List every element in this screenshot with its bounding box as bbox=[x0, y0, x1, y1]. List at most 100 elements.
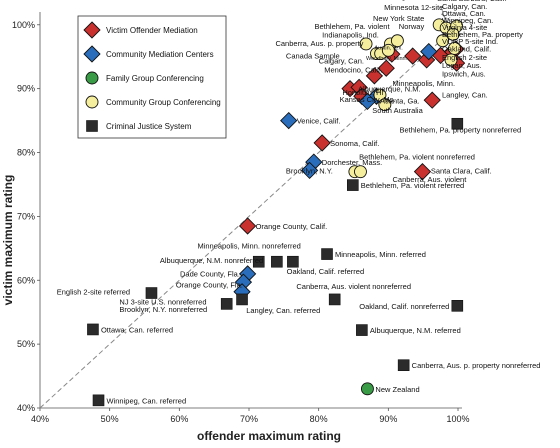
point-label: Canberra, Aus. p. property nonreferred bbox=[412, 361, 541, 370]
legend-family-group-conferencing-label: Family Group Conferencing bbox=[106, 74, 204, 83]
annotation-label: Oakland, Calif. bbox=[442, 45, 491, 54]
criminal-justice-system-point bbox=[87, 323, 99, 336]
legend-criminal-justice-system-label: Criminal Justice System bbox=[106, 122, 192, 131]
annotation-label: Austin, Tex. bbox=[374, 46, 403, 52]
annotation-label: Brooklyn, N.Y. nonreferred bbox=[119, 305, 207, 314]
annotation-label: Ipswich, Aus. bbox=[442, 70, 486, 79]
annotation-label: Norway bbox=[399, 22, 425, 31]
community-group-conferencing-point bbox=[381, 43, 395, 57]
annotation-label: Oakland, Calif. referred bbox=[287, 267, 365, 276]
legend-community-mediation-centers-swatch bbox=[83, 45, 101, 63]
annotation-label: Minneapolis, Minn. nonreferred bbox=[197, 241, 300, 250]
annotation-label: Santa Barbara, Calif. bbox=[437, 0, 507, 3]
point-label: Winnipeg, Can. referred bbox=[107, 396, 187, 405]
y-tick-label: 80% bbox=[17, 148, 35, 158]
annotation-label: English 2-site referred bbox=[57, 287, 130, 296]
y-tick-label: 40% bbox=[17, 403, 35, 413]
criminal-justice-system-point bbox=[271, 255, 283, 268]
annotation-label: South Australia bbox=[372, 106, 423, 115]
y-tick-label: 90% bbox=[17, 84, 35, 94]
leader-line bbox=[440, 6, 448, 29]
criminal-justice-system-point bbox=[92, 394, 105, 407]
point-label: New Zealand bbox=[375, 385, 419, 394]
y-axis-title: victim maximum rating bbox=[1, 175, 15, 306]
annotation-label: Canberra, Aus. violent nonreferred bbox=[296, 282, 411, 291]
legend-community-group-conferencing-label: Community Group Conferencing bbox=[106, 98, 221, 107]
community-group-conferencing-point bbox=[436, 34, 450, 48]
annotation-label: Logan, Aus. bbox=[442, 61, 482, 70]
reference-diagonal bbox=[39, 24, 459, 409]
community-group-conferencing-point bbox=[378, 98, 392, 112]
x-tick-label: 70% bbox=[240, 414, 258, 424]
annotation-label: Honolulu, HI bbox=[342, 88, 383, 97]
annotation-label: New York State bbox=[373, 14, 424, 23]
point-label: Orange County, Calif. bbox=[256, 222, 328, 231]
annotation-label: Orange County, Fla. bbox=[176, 280, 243, 289]
annotation-label: Canberra, Aus. violent bbox=[393, 175, 468, 184]
legend-box bbox=[77, 15, 227, 139]
community-mediation-centers-point bbox=[358, 92, 377, 111]
annotation-label: Canada Sample bbox=[286, 52, 340, 61]
y-tick-label: 50% bbox=[17, 339, 35, 349]
annotation-label: Minneapolis, Minn. bbox=[393, 79, 456, 88]
point-label: Minneapolis, Minn. referred bbox=[335, 250, 426, 259]
legend-victim-offender-mediation-swatch bbox=[83, 21, 101, 39]
x-tick-label: 100% bbox=[446, 414, 469, 424]
legend-family-group-conferencing-swatch bbox=[85, 71, 99, 85]
point-label: Albuquerque, N.M. referred bbox=[370, 326, 461, 335]
legend-victim-offender-mediation-label: Victim Offender Mediation bbox=[106, 26, 198, 35]
reference-line bbox=[39, 24, 459, 409]
annotation-label: Langley, Can. referred bbox=[246, 306, 320, 315]
x-tick-label: 50% bbox=[101, 414, 119, 424]
criminal-justice-system-point bbox=[236, 293, 248, 306]
community-mediation-centers-point bbox=[420, 42, 438, 61]
victim-offender-mediation-point bbox=[423, 91, 441, 109]
annotation-label: Albuquerque, N.M. nonreferred bbox=[160, 256, 263, 265]
x-tick-label: 90% bbox=[379, 414, 397, 424]
point-label: Venice, Calif. bbox=[297, 117, 341, 126]
axes: 40% 50% 60% 70% 80% 90% 100% 40% 50% 60% 70% 80% 90%… bbox=[1, 12, 470, 443]
y-tick-label: 60% bbox=[17, 275, 35, 285]
y-tick-label: 100% bbox=[12, 20, 35, 30]
legend-criminal-justice-system-swatch bbox=[86, 120, 98, 132]
annotation-label: Brooklyn, N.Y. bbox=[286, 167, 333, 176]
annotation-label: Ottawa, Can. bbox=[442, 9, 486, 18]
community-group-conferencing-point bbox=[390, 34, 404, 48]
annotation-label: Winnipeg, Can. bbox=[442, 16, 493, 25]
annotation-label: Los Angeles, Calif. bbox=[379, 0, 441, 1]
legend: Victim Offender Mediation Community Media… bbox=[77, 15, 227, 139]
community-group-conferencing-point bbox=[354, 165, 367, 179]
criminal-justice-system-point bbox=[356, 324, 368, 336]
point-label: Dorchester, Mass. bbox=[322, 158, 382, 167]
annotation-label: Bethlehem, Pa. property bbox=[442, 30, 523, 39]
annotation-label: Minnesota 12-site bbox=[384, 3, 443, 12]
leader-line bbox=[440, 20, 454, 35]
victim-offender-mediation-point bbox=[238, 217, 257, 235]
community-mediation-centers-point bbox=[300, 161, 319, 180]
legend-community-group-conferencing-swatch bbox=[85, 95, 99, 109]
victim-offender-mediation-point bbox=[313, 134, 331, 152]
criminal-justice-system-point bbox=[252, 255, 265, 268]
y-tick-label: 70% bbox=[17, 211, 35, 221]
annotation-label: Bethlehem, Pa. violent bbox=[314, 22, 390, 31]
community-group-conferencing-point bbox=[444, 53, 458, 67]
annotation-label: Santa Clara, Calif. bbox=[431, 167, 492, 176]
annotation-label: Calgary, Can. bbox=[442, 2, 487, 11]
annotation-label: VORP 5-site Ind. bbox=[442, 37, 498, 46]
family-group-conferencing-point bbox=[360, 382, 374, 396]
victim-offender-mediation-point bbox=[365, 67, 384, 85]
annotation-label: NJ 3-site U.S. nonreferred bbox=[119, 298, 206, 307]
criminal-justice-system-point bbox=[145, 287, 158, 299]
annotation-label: Indianapolis, Ind. bbox=[322, 31, 379, 40]
annotation-label: Langley, Can. bbox=[442, 91, 488, 100]
criminal-justice-system-point bbox=[397, 359, 410, 372]
annotation-label: Bethlehem, Pa. violent nonreferred bbox=[359, 153, 475, 162]
annotation-label: Kansas City, Mo. bbox=[340, 95, 396, 104]
point-labels: Albuquerque, N.M. Sonoma, Calif. Orange Co… bbox=[57, 0, 541, 405]
criminal-justice-system-point bbox=[347, 179, 359, 191]
annotation-label: Mendocino, Calif. bbox=[324, 66, 382, 75]
annotation-label: Virginia 4-site bbox=[442, 23, 487, 32]
criminal-justice-system-point bbox=[328, 293, 341, 306]
x-axis-title: offender maximum rating bbox=[197, 429, 341, 443]
annotation-label: Canberra, Aus. p. property bbox=[275, 39, 363, 48]
